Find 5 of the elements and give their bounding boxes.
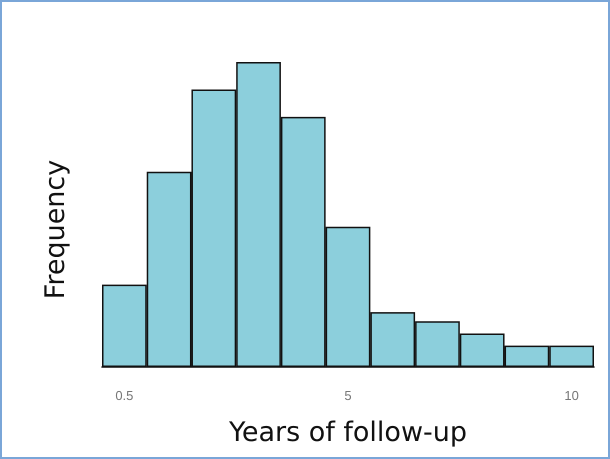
x-axis-title: Years of follow-up bbox=[228, 417, 468, 448]
x-tick-label: 5 bbox=[344, 388, 352, 403]
x-tick-label: 10 bbox=[564, 388, 579, 403]
y-axis-title: Frequency bbox=[40, 160, 71, 300]
x-tick-label: 0.5 bbox=[115, 388, 134, 403]
